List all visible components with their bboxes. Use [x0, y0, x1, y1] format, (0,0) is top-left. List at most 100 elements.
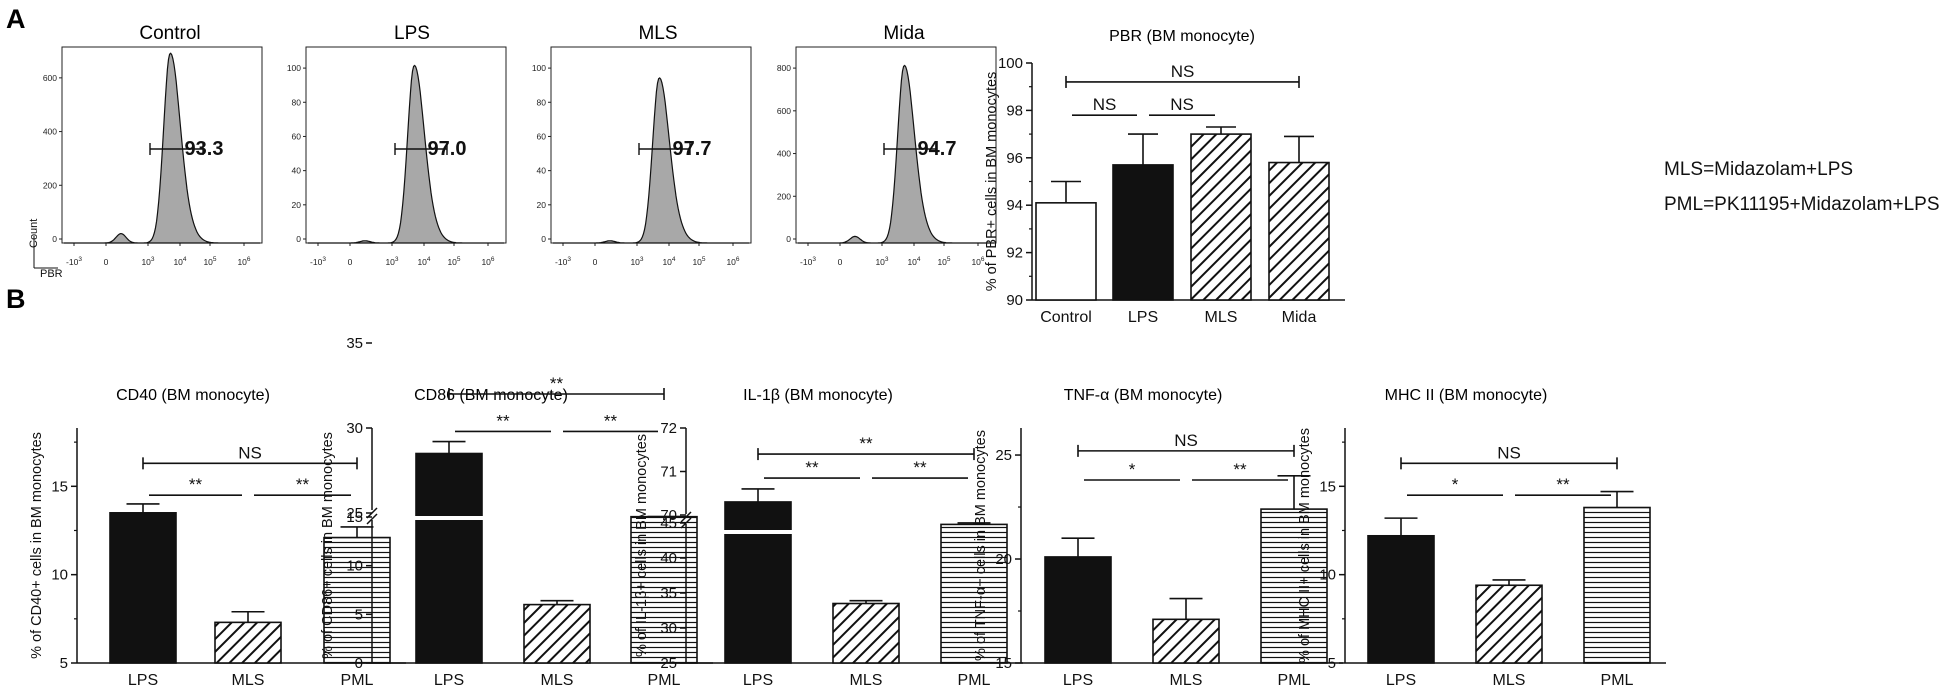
histogram-x-tick-label: 105: [937, 256, 950, 267]
bar-chart-pbr: 90 92 94 96 98 100% of PBR+ cells in BM monoc…: [984, 55, 1345, 326]
bar-mls: [214, 621, 282, 664]
bar-control: [1035, 202, 1097, 301]
bar-lps: [1112, 164, 1174, 301]
histogram-curve: [308, 64, 504, 244]
histogram-x-tick-label: 103: [630, 256, 643, 267]
y-axis-label: % of PBR+ cells in BM monocytes: [984, 72, 1000, 292]
significance-label: **: [296, 475, 310, 494]
histogram-title-mida: Mida: [883, 23, 925, 44]
histogram-x-tick-label: 104: [173, 256, 186, 267]
bar-lps: [415, 452, 483, 664]
bar-chart-mhc2: 5 10 15 % of MHC II+ cells in BM monocytes L…: [1297, 428, 1666, 689]
significance-label: **: [189, 475, 203, 494]
y-tick-label: 70: [660, 507, 677, 524]
histogram-y-tick-label: 600: [43, 73, 57, 83]
histogram-x-tick-label: 104: [662, 256, 675, 267]
category-label: MLS: [232, 672, 265, 689]
chart-title-tnfa: TNF-α (BM monocyte): [1064, 387, 1223, 404]
y-tick-label: 25: [346, 505, 363, 522]
histogram-x-tick-label: 0: [593, 257, 598, 267]
significance-label: **: [805, 458, 819, 477]
histogram-curve: [798, 64, 994, 244]
y-tick-label: 92: [1006, 245, 1023, 262]
category-label: Control: [1040, 309, 1092, 326]
y-axis-label: % of MHC II+ cells in BM monocytes: [1297, 428, 1313, 663]
panel-label-a: A: [6, 4, 26, 34]
y-tick-label: 10: [51, 567, 68, 584]
y-tick-label: 10: [1319, 567, 1336, 584]
y-tick-label: 40: [660, 550, 677, 567]
y-axis-break-mark: [366, 513, 378, 525]
significance-label: **: [1556, 475, 1570, 494]
histogram-y-tick-label: 40: [292, 166, 302, 176]
bar-pml: [940, 523, 1008, 664]
histogram-y-tick-label: 100: [287, 63, 301, 73]
significance-label: **: [859, 434, 873, 453]
y-tick-label: 15: [346, 509, 363, 526]
histogram-y-tick-label: 40: [537, 166, 547, 176]
y-tick-label: 100: [998, 55, 1023, 72]
y-axis-break-mark: [680, 511, 692, 523]
y-tick-label: 25: [995, 447, 1012, 464]
y-tick-label: 94: [1006, 197, 1023, 214]
category-label: MLS: [1205, 309, 1238, 326]
bar-break-gap: [414, 516, 484, 520]
significance-label: NS: [1497, 443, 1521, 462]
histogram-y-tick-label: 600: [777, 106, 791, 116]
histogram-title-control: Control: [139, 23, 200, 44]
y-axis-label: % of IL-1β+ cells in BM monocytes: [634, 434, 650, 657]
histogram-title-lps: LPS: [394, 23, 430, 44]
histogram-y-tick-label: 400: [43, 127, 57, 137]
significance-label: **: [496, 411, 510, 430]
pbr-axis-label: PBR: [40, 268, 63, 280]
category-label: LPS: [743, 672, 773, 689]
histogram-0: 0 200 400 600 -103 0 103 104 105 106: [43, 46, 263, 267]
histogram-percent-mida: 94.7: [918, 138, 957, 160]
histogram-y-tick-label: 20: [537, 200, 547, 210]
histogram-y-tick-label: 800: [777, 63, 791, 73]
bar-lps: [1367, 534, 1435, 664]
histogram-x-tick-label: -103: [555, 256, 571, 267]
histogram-y-tick-label: 0: [786, 234, 791, 244]
significance-label: **: [604, 411, 618, 430]
histogram-y-tick-label: 200: [43, 180, 57, 190]
category-label: Mida: [1282, 309, 1317, 326]
histogram-x-tick-label: 0: [348, 257, 353, 267]
bar-mls: [832, 602, 900, 664]
histogram-x-tick-label: 106: [481, 256, 494, 267]
y-tick-label: 15: [51, 478, 68, 495]
chart-title-pbr: PBR (BM monocyte): [1109, 28, 1255, 45]
histogram-x-tick-label: 104: [907, 256, 920, 267]
histogram-x-tick-label: 106: [237, 256, 250, 267]
category-label: MLS: [1493, 672, 1526, 689]
histogram-y-tick-label: 0: [541, 234, 546, 244]
y-tick-label: 15: [1319, 478, 1336, 495]
histogram-x-tick-label: 106: [726, 256, 739, 267]
legend-note-pml: PML=PK11195+Midazolam+LPS: [1664, 194, 1940, 215]
significance-label: **: [550, 374, 564, 393]
y-tick-label: 35: [660, 585, 677, 602]
histogram-percent-control: 93.3: [185, 138, 224, 160]
chart-title-mhc2: MHC II (BM monocyte): [1385, 387, 1548, 404]
y-tick-label: 35: [346, 335, 363, 352]
bar-mida: [1268, 161, 1330, 301]
bar-pml: [1260, 508, 1328, 664]
histogram-curve: [553, 77, 749, 244]
category-label: LPS: [1386, 672, 1416, 689]
y-tick-label: 5: [355, 606, 363, 623]
y-tick-label: 90: [1006, 292, 1023, 309]
significance-label: NS: [238, 443, 262, 462]
category-label: LPS: [434, 672, 464, 689]
histogram-x-tick-label: 0: [838, 257, 843, 267]
bar-lps: [1044, 556, 1112, 664]
bar-mls: [1152, 618, 1220, 664]
histogram-y-tick-label: 100: [532, 63, 546, 73]
chart-title-cd86: CD86 (BM monocyte): [414, 387, 568, 404]
y-tick-label: 98: [1006, 102, 1023, 119]
histogram-y-tick-label: 400: [777, 149, 791, 159]
histogram-x-tick-label: 104: [417, 256, 430, 267]
chart-title-il1b: IL-1β (BM monocyte): [743, 387, 893, 404]
histogram-x-tick-label: 105: [203, 256, 216, 267]
